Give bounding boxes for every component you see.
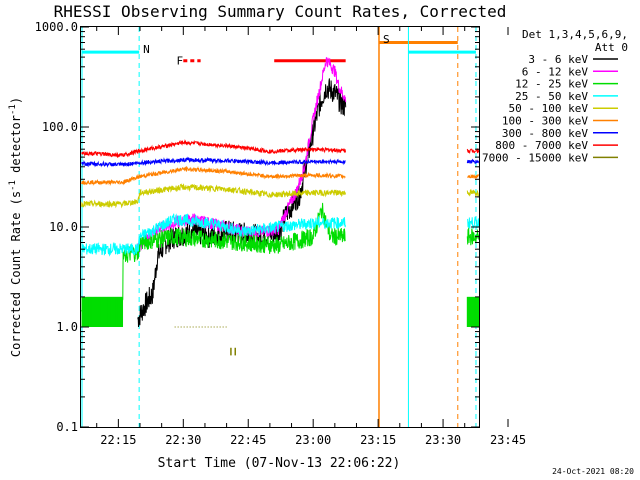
y-axis-label-exp1: -1 [8,180,18,191]
legend-label: 6 - 12 keV [522,65,589,78]
legend-label: 12 - 25 keV [515,78,588,91]
y-axis-label-end: ) [9,97,23,104]
series-4 [81,213,480,257]
series-line [81,183,346,209]
flag-letter-n: N [143,43,150,56]
legend-label: 300 - 800 keV [502,127,588,140]
series-line [81,139,346,159]
chart-title: RHESSI Observing Summary Count Rates, Co… [54,2,507,21]
footer-timestamp: 24-Oct-2021 08:20 [552,467,634,476]
series-line-tail [466,188,480,197]
series-line-tail [466,158,480,164]
y-axis-label: Corrected Count Rate (s-1 detector-1) [8,97,23,357]
x-tick-label: 23:00 [295,433,331,447]
y-tick-label: 10.0 [49,220,78,234]
series-line-tail [466,147,480,155]
legend-label: 7000 - 15000 keV [482,151,588,164]
x-tick-label: 22:30 [165,433,201,447]
y-tick-label: 1.0 [56,320,78,334]
flag-letter-f: F [176,55,183,68]
series-line [137,56,347,254]
series-line [81,156,346,168]
y-axis-label-mid: detector [9,115,23,180]
series-line [81,213,346,257]
y-tick-label: 100.0 [42,120,78,134]
plot-frame [80,26,480,428]
legend-header-detectors: Det 1,3,4,5,6,9, [522,28,628,41]
legend-header-attenuator: Att 0 [595,41,628,54]
series-5 [81,183,480,209]
series-line-tail [467,173,480,179]
series-7 [81,156,480,168]
series-3-low-block [81,296,480,327]
legend-label: 25 - 50 keV [515,90,588,103]
axis-ticks: 0.1 1.0 10.0 100.0 1000.0 22:15 22:30 22:45 23:0… [35,20,526,447]
series-line-tail [467,216,480,229]
x-tick-label: 22:15 [100,433,136,447]
x-tick-label: 23:45 [490,433,526,447]
legend-label: 100 - 300 keV [502,115,588,128]
series-9 [174,326,237,356]
x-tick-label: 23:30 [425,433,461,447]
legend-label: 800 - 7000 keV [495,139,588,152]
y-tick-label: 1000.0 [35,20,78,34]
series-line [137,78,347,328]
y-axis-label-exp2: -1 [8,104,18,115]
plot-area: N F S [81,27,480,427]
flag-letter-s: S [383,33,390,46]
series-8 [81,139,480,159]
legend-label: 50 - 100 keV [509,102,589,115]
x-axis-label: Start Time (07-Nov-13 22:06:22) [158,456,401,471]
series-6 [81,165,480,187]
y-tick-label: 0.1 [56,420,78,434]
legend-label: 3 - 6 keV [528,53,588,66]
series-line [81,202,346,320]
x-tick-label: 22:45 [230,433,266,447]
y-axis-label-main: Corrected Count Rate (s [9,191,23,357]
series-2 [137,56,347,254]
series-3 [81,202,480,320]
series-1 [137,78,347,328]
series-line [81,165,346,187]
x-tick-label: 23:15 [360,433,396,447]
